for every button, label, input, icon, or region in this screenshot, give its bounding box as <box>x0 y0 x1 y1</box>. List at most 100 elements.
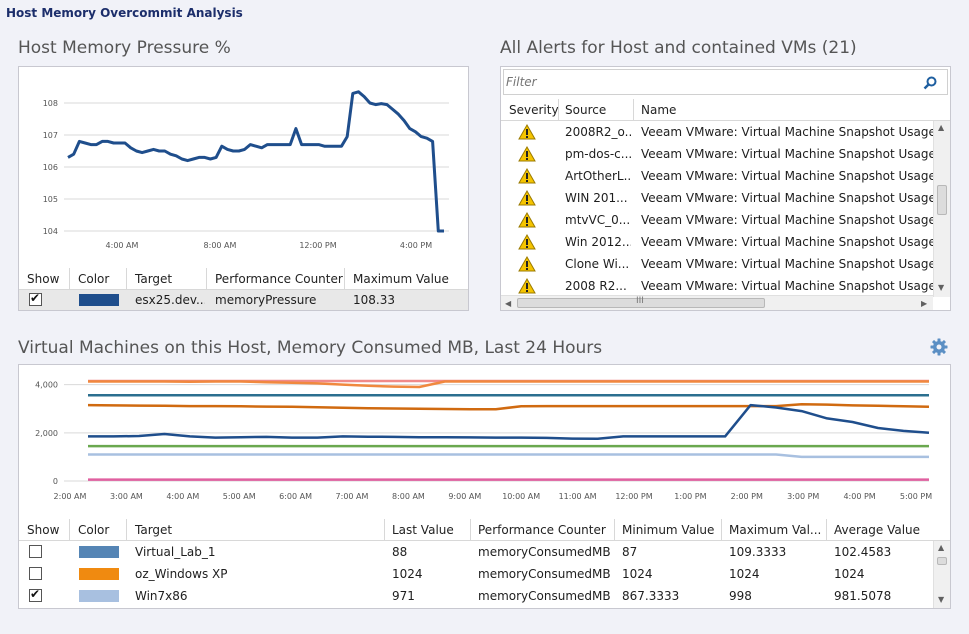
show-checkbox[interactable] <box>29 567 42 580</box>
series-line[interactable] <box>88 403 930 441</box>
scroll-up-icon[interactable]: ▲ <box>938 543 945 552</box>
warning-icon <box>518 212 536 228</box>
series-line[interactable] <box>67 90 444 233</box>
x-tick-label: 11:00 AM <box>559 492 597 501</box>
last-value-cell: 971 <box>392 589 415 603</box>
warning-icon <box>518 278 536 294</box>
col-last: Last Value <box>392 523 454 537</box>
x-tick-label: 12:00 PM <box>615 492 652 501</box>
col-target: Target <box>135 523 173 537</box>
series-line[interactable] <box>88 380 929 389</box>
avg-value-cell: 1024 <box>834 567 865 581</box>
warning-icon <box>518 168 536 184</box>
alerts-vscroll-thumb[interactable] <box>937 185 947 215</box>
alert-source: mtvVC_0... <box>565 213 631 227</box>
alerts-hscrollbar[interactable]: ◀ III ▶ <box>501 295 933 310</box>
color-swatch[interactable] <box>79 590 119 602</box>
scroll-left-icon[interactable]: ◀ <box>505 299 512 308</box>
max-value-cell: 109.3333 <box>729 545 787 559</box>
y-tick-label: 2,000 <box>35 429 58 438</box>
alerts-list: 2008R2_o... Veeam VMware: Virtual Machine… <box>501 121 933 297</box>
alert-row[interactable]: pm-dos-c... Veeam VMware: Virtual Machine… <box>501 143 933 165</box>
show-checkbox[interactable] <box>29 587 42 602</box>
col-show: Show <box>27 272 60 286</box>
x-tick-label: 5:00 PM <box>900 492 932 501</box>
target-cell: Virtual_Lab_1 <box>135 545 216 559</box>
target-cell: oz_Windows XP <box>135 567 228 581</box>
vms-vscroll-thumb[interactable] <box>937 557 947 565</box>
min-value-cell: 867.3333 <box>622 589 680 603</box>
y-tick-label: 104 <box>43 227 58 236</box>
hscroll-grip: III <box>636 296 644 306</box>
pressure-title: Host Memory Pressure % <box>18 38 231 58</box>
alert-row[interactable]: 2008 R2... Veeam VMware: Virtual Machine … <box>501 275 933 297</box>
vms-chart: 4,000 2,000 0 2:00 AM 3:00 AM 4:00 AM 5:00 AM 6… <box>35 379 932 501</box>
warning-icon <box>518 190 536 206</box>
vms-list: Virtual_Lab_1 88 memoryConsumedMB 87 109.333… <box>19 541 933 607</box>
x-tick-label: 12:00 PM <box>299 241 336 250</box>
col-target: Target <box>135 272 173 286</box>
last-value-cell: 1024 <box>392 567 423 581</box>
x-tick-label: 4:00 PM <box>843 492 875 501</box>
alert-name: Veeam VMware: Virtual Machine Snapshot U… <box>641 279 933 293</box>
alert-source: Clone Wi... <box>565 257 630 271</box>
y-tick-label: 105 <box>43 195 58 204</box>
search-icon[interactable] <box>923 76 937 90</box>
filter-box[interactable] <box>503 69 948 95</box>
alerts-hscroll-thumb[interactable]: III <box>517 296 765 308</box>
vms-panel: 4,000 2,000 0 2:00 AM 3:00 AM 4:00 AM 5:00 AM 6… <box>18 364 951 609</box>
series-line[interactable] <box>88 453 929 459</box>
series-line[interactable] <box>87 402 930 411</box>
vm-table-row[interactable]: Virtual_Lab_1 88 memoryConsumedMB 87 109.333… <box>19 541 933 563</box>
counter-cell: memoryConsumedMB <box>478 567 611 581</box>
alerts-vscrollbar[interactable]: ▲ ▼ <box>933 121 950 297</box>
col-counter: Performance Counter <box>215 272 343 286</box>
y-tick-label: 0 <box>53 477 58 486</box>
page-title: Host Memory Overcommit Analysis <box>6 6 243 20</box>
x-tick-label: 4:00 AM <box>166 492 199 501</box>
vm-table-row[interactable]: oz_Windows XP 1024 memoryConsumedMB 1024 102… <box>19 563 933 585</box>
x-tick-label: 6:00 AM <box>279 492 312 501</box>
avg-value-cell: 981.5078 <box>834 589 892 603</box>
alert-row[interactable]: Clone Wi... Veeam VMware: Virtual Machine… <box>501 253 933 275</box>
x-tick-label: 8:00 AM <box>392 492 425 501</box>
scroll-right-icon[interactable]: ▶ <box>921 299 928 308</box>
alert-name: Veeam VMware: Virtual Machine Snapshot U… <box>641 191 933 205</box>
color-swatch[interactable] <box>79 546 119 558</box>
target-cell: esx25.dev.... <box>135 293 205 307</box>
col-counter: Performance Counter <box>478 523 606 537</box>
alert-row[interactable]: Win 2012... Veeam VMware: Virtual Machine… <box>501 231 933 253</box>
scroll-down-icon[interactable]: ▼ <box>938 283 945 292</box>
alert-row[interactable]: mtvVC_0... Veeam VMware: Virtual Machine … <box>501 209 933 231</box>
col-name[interactable]: Name <box>641 103 677 117</box>
counter-cell: memoryConsumedMB <box>478 589 611 603</box>
alerts-title: All Alerts for Host and contained VMs (2… <box>500 38 857 58</box>
col-source[interactable]: Source <box>565 103 607 117</box>
alert-row[interactable]: 2008R2_o... Veeam VMware: Virtual Machine… <box>501 121 933 143</box>
min-value-cell: 1024 <box>622 567 653 581</box>
col-max: Maximum Value <box>353 272 449 286</box>
col-severity[interactable]: Severity <box>509 103 559 117</box>
color-swatch[interactable] <box>79 568 119 580</box>
alert-source: WIN 201... <box>565 191 628 205</box>
y-tick-label: 108 <box>43 99 58 108</box>
scroll-down-icon[interactable]: ▼ <box>938 595 945 604</box>
alert-name: Veeam VMware: Virtual Machine Snapshot U… <box>641 125 933 139</box>
col-color: Color <box>78 272 110 286</box>
col-show: Show <box>27 523 60 537</box>
gear-icon[interactable] <box>930 338 948 356</box>
alert-name: Veeam VMware: Virtual Machine Snapshot U… <box>641 257 933 271</box>
pressure-table-row[interactable]: esx25.dev.... memoryPressure 108.33 <box>19 290 468 310</box>
col-color: Color <box>78 523 110 537</box>
max-value-cell: 998 <box>729 589 752 603</box>
warning-icon <box>518 124 536 140</box>
scroll-up-icon[interactable]: ▲ <box>938 123 945 132</box>
vm-table-row[interactable]: Win7x86 971 memoryConsumedMB 867.3333 998 981… <box>19 585 933 607</box>
alert-row[interactable]: ArtOtherL... Veeam VMware: Virtual Machin… <box>501 165 933 187</box>
show-checkbox[interactable] <box>29 291 42 306</box>
filter-input[interactable] <box>506 73 906 91</box>
show-checkbox[interactable] <box>29 545 42 558</box>
vms-vscrollbar[interactable]: ▲ ▼ <box>933 541 950 608</box>
alert-row[interactable]: WIN 201... Veeam VMware: Virtual Machine … <box>501 187 933 209</box>
color-swatch[interactable] <box>79 294 119 306</box>
